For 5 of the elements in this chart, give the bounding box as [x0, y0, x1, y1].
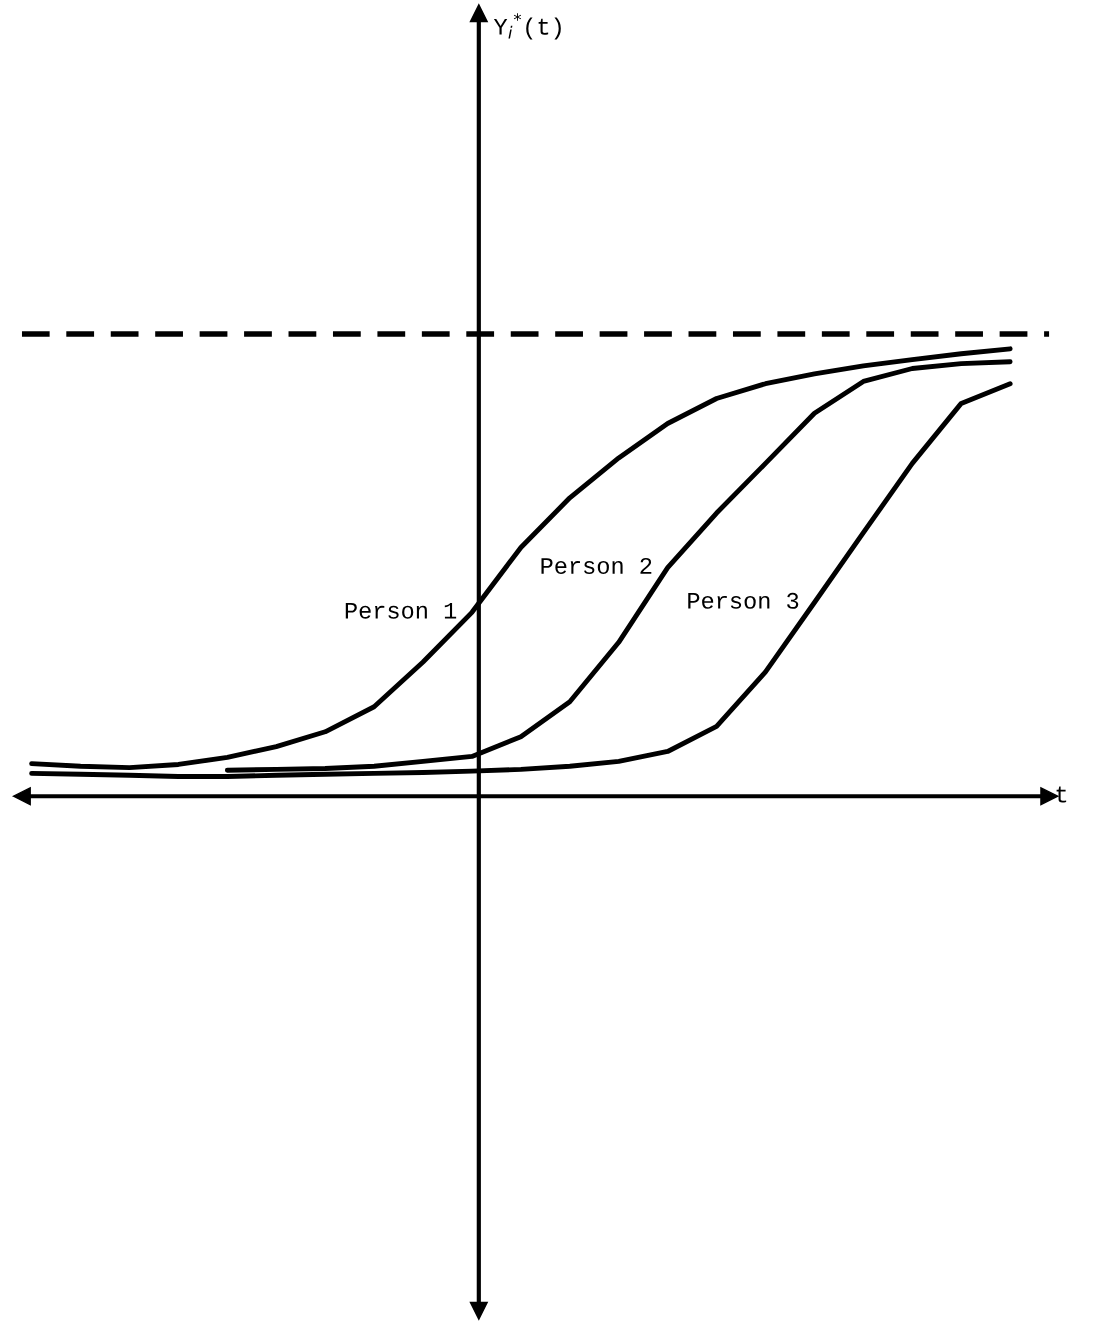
series-label: Person 2	[541, 557, 652, 574]
text: Y$_{i}$$^{*}$(t)	[493, 13, 561, 40]
x-axis-title: t	[1056, 786, 1067, 803]
series-label: Person 3	[688, 592, 799, 609]
series-label: Person 1	[345, 602, 457, 619]
